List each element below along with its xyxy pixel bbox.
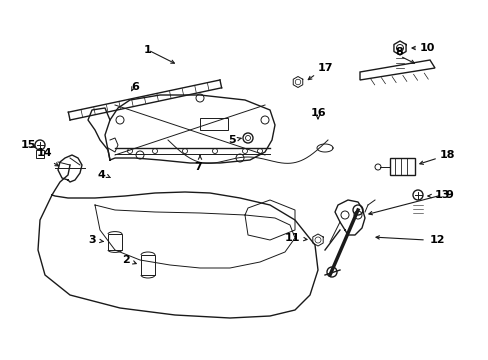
Text: 10: 10	[419, 43, 434, 53]
Text: 15: 15	[20, 140, 36, 150]
Bar	[36, 150, 44, 158]
Text: 18: 18	[439, 150, 454, 160]
Text: 11: 11	[284, 233, 299, 243]
Text: 2: 2	[122, 255, 130, 265]
Text: 13: 13	[434, 190, 449, 200]
Text: 8: 8	[394, 47, 402, 57]
Text: 17: 17	[317, 63, 333, 73]
Text: 9: 9	[444, 190, 452, 200]
Text: 5: 5	[228, 135, 236, 145]
Text: 4: 4	[97, 170, 105, 180]
Text: 7: 7	[194, 162, 202, 172]
Text: 12: 12	[429, 235, 445, 245]
Text: 16: 16	[309, 108, 325, 118]
Text: 1: 1	[144, 45, 152, 55]
Text: 14: 14	[37, 148, 53, 158]
Text: 6: 6	[131, 82, 139, 92]
Text: 3: 3	[88, 235, 96, 245]
